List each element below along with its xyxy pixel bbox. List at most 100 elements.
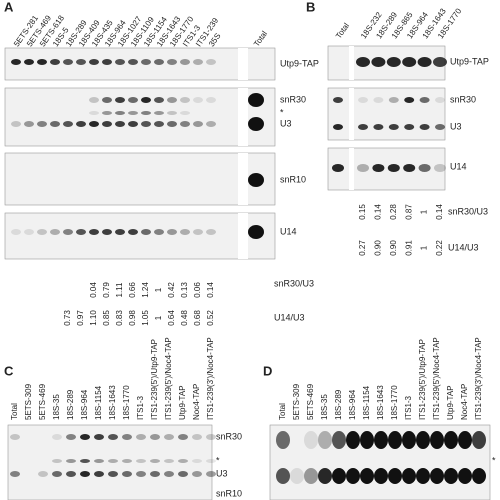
ratio-value: 0.04 — [89, 282, 98, 298]
blot-label: Utp9-TAP — [450, 56, 489, 66]
band — [24, 229, 34, 235]
lane-label: 18S-1643 — [108, 385, 117, 420]
band — [24, 121, 34, 127]
band — [193, 121, 203, 127]
band — [276, 431, 290, 449]
ratio-value: 0.73 — [63, 310, 72, 326]
blot-gap — [238, 213, 248, 259]
band — [418, 164, 431, 172]
lane-label: Utp9-TAP — [446, 385, 455, 420]
ratio-value: 0.52 — [206, 310, 215, 326]
band — [180, 121, 190, 127]
ratio-label: snR30/U3 — [448, 206, 488, 216]
band — [115, 121, 125, 127]
band — [193, 97, 203, 103]
ratio-value: 0.22 — [435, 240, 444, 256]
band — [50, 59, 60, 65]
band — [141, 121, 151, 127]
lane-label: ITS1-3 — [136, 395, 145, 420]
lane-label: ITS1-239(5')/Utp9-TAP — [418, 339, 427, 420]
blot-gap — [238, 88, 248, 146]
band — [388, 97, 399, 103]
blot — [4, 87, 276, 147]
ratio-value: 0.83 — [115, 310, 124, 326]
band — [52, 471, 62, 477]
band — [24, 59, 34, 65]
band — [10, 471, 20, 477]
ratio-value: 1.24 — [141, 282, 150, 298]
band — [150, 434, 160, 440]
band — [76, 229, 86, 235]
blot-label: U3 — [216, 468, 228, 478]
band — [192, 434, 202, 440]
blot-gap — [349, 46, 354, 80]
band — [178, 459, 188, 463]
band — [248, 117, 264, 131]
band — [358, 124, 368, 130]
lane-label: Total — [278, 403, 287, 420]
band — [419, 97, 430, 103]
band — [434, 164, 446, 172]
ratio-value: 0.48 — [180, 310, 189, 326]
band — [102, 121, 112, 127]
band — [333, 97, 343, 103]
band — [128, 121, 138, 127]
band — [136, 471, 146, 477]
band — [333, 124, 343, 130]
band — [141, 229, 151, 235]
band — [164, 459, 174, 463]
lane-label: ITS1-239(5')/Noc4-TAP — [432, 337, 441, 420]
ratio-value: 0.68 — [193, 310, 202, 326]
blot — [4, 212, 276, 260]
band — [102, 111, 112, 115]
band — [128, 229, 138, 235]
lane-label: 18S-289 — [66, 389, 75, 420]
band — [193, 59, 203, 65]
blot-label: U3 — [450, 121, 462, 131]
band — [11, 229, 21, 235]
band — [332, 431, 346, 449]
band — [458, 431, 472, 449]
band — [373, 97, 384, 103]
ratio-value: 1 — [154, 287, 163, 292]
band — [178, 471, 188, 477]
band — [102, 59, 112, 65]
band — [52, 434, 62, 440]
lane-label: 5ETS-469 — [38, 383, 47, 420]
band — [154, 121, 164, 127]
band — [167, 97, 177, 103]
band — [318, 468, 332, 484]
band — [416, 431, 430, 449]
band — [122, 459, 132, 463]
ratio-label: U14/U3 — [274, 312, 305, 322]
band — [206, 59, 216, 65]
band — [167, 111, 177, 115]
blot-label: U14 — [450, 161, 467, 171]
blot — [4, 152, 276, 206]
band — [89, 97, 99, 103]
lane-label: 5ETS-309 — [292, 383, 301, 420]
band — [435, 124, 445, 130]
band — [167, 121, 177, 127]
band — [180, 111, 190, 115]
band — [374, 431, 388, 449]
lane-label: ITS1-239(5')/Utp9-TAP — [150, 339, 159, 420]
band — [402, 468, 416, 484]
lane-label: 18S-964 — [80, 389, 89, 420]
band — [430, 468, 444, 484]
band — [180, 229, 190, 235]
band — [374, 468, 388, 484]
ratio-value: 0.28 — [389, 204, 398, 220]
band — [332, 164, 344, 172]
ratio-value: 0.13 — [180, 282, 189, 298]
band — [167, 59, 177, 65]
lane-label: Total — [252, 29, 269, 48]
blot-gap — [238, 153, 248, 205]
band — [472, 431, 486, 449]
lane-label: 5ETS-309 — [24, 383, 33, 420]
lane-label: 18S-1154 — [94, 385, 103, 420]
band — [372, 164, 385, 172]
band — [38, 471, 48, 477]
lane-label: Total — [334, 21, 351, 40]
band — [115, 59, 125, 65]
